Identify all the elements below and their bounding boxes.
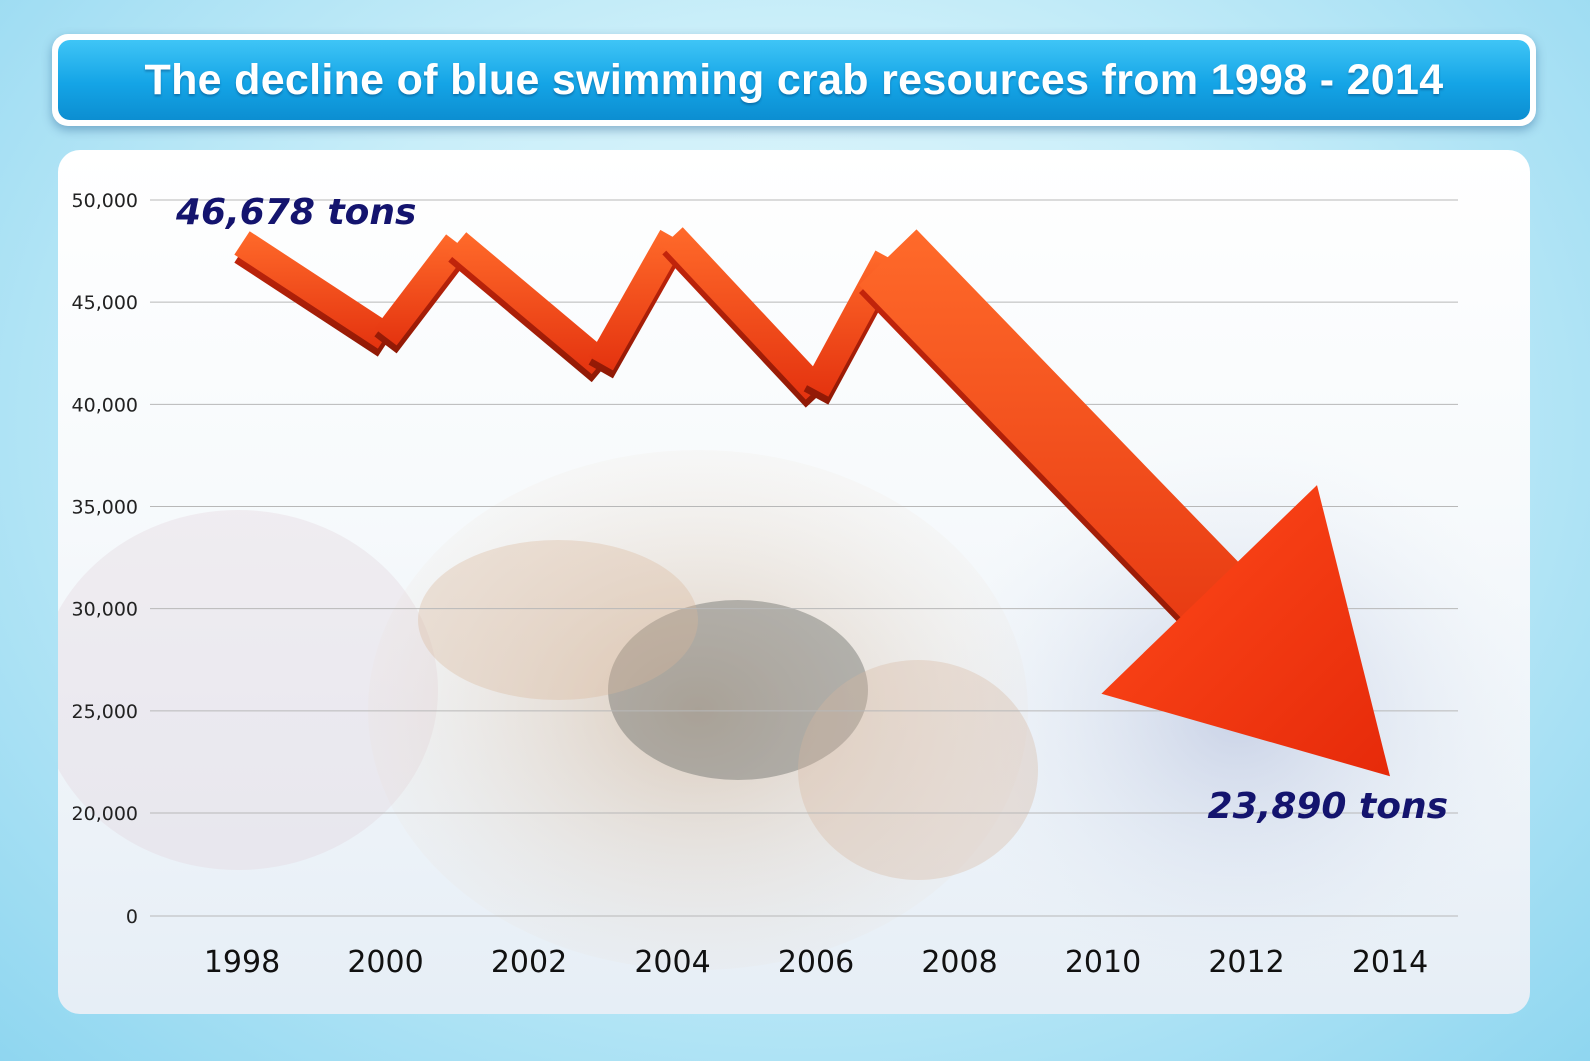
chart-panel: 50,000 45,000 40,000 35,000 30,000 25,000 20,0…: [58, 150, 1530, 1014]
annotations: 46,678 tons 23,890 tons: [175, 192, 1448, 827]
x-tick-label: 2004: [634, 945, 710, 980]
x-tick-label: 2014: [1352, 945, 1428, 980]
x-axis-ticks: 1998 2000 2002 2004 2006 2008 2010 2012 2014: [204, 945, 1428, 980]
annotation-end-value: 23,890 tons: [1208, 786, 1448, 827]
chart-area: 50,000 45,000 40,000 35,000 30,000 25,000 20,0…: [72, 190, 1458, 980]
arrow-segment: [859, 229, 1309, 690]
annotation-start-value: 46,678 tons: [175, 192, 416, 233]
y-tick-label: 0: [126, 906, 138, 928]
x-tick-label: 2010: [1065, 945, 1141, 980]
arrow-segment: [662, 227, 827, 400]
y-tick-label: 30,000: [72, 599, 138, 621]
title-banner-inner: The decline of blue swimming crab resour…: [58, 40, 1530, 120]
chart-title: The decline of blue swimming crab resour…: [144, 55, 1444, 104]
x-tick-label: 2012: [1208, 945, 1284, 980]
x-tick-label: 2006: [778, 945, 854, 980]
arrow-segment: [234, 231, 394, 349]
series-arrow: [234, 227, 1390, 777]
x-tick-label: 2002: [491, 945, 567, 980]
title-banner: The decline of blue swimming crab resour…: [52, 34, 1536, 126]
y-tick-label: 45,000: [72, 292, 138, 314]
arrow-segment: [588, 229, 685, 371]
x-tick-label: 2008: [921, 945, 997, 980]
x-tick-label: 1998: [204, 945, 280, 980]
y-tick-label: 50,000: [72, 190, 138, 212]
y-tick-label: 35,000: [72, 497, 138, 519]
x-tick-label: 2000: [347, 945, 423, 980]
arrow-segment: [448, 232, 610, 375]
y-tick-label: 25,000: [72, 701, 138, 723]
y-axis-ticks: 50,000 45,000 40,000 35,000 30,000 25,000 20,0…: [72, 190, 138, 928]
y-tick-label: 40,000: [72, 394, 138, 416]
arrowhead: [1101, 485, 1390, 777]
background-crab-photo: [58, 430, 1530, 990]
arrow-segment: [374, 234, 469, 346]
y-tick-label: 20,000: [72, 803, 138, 825]
